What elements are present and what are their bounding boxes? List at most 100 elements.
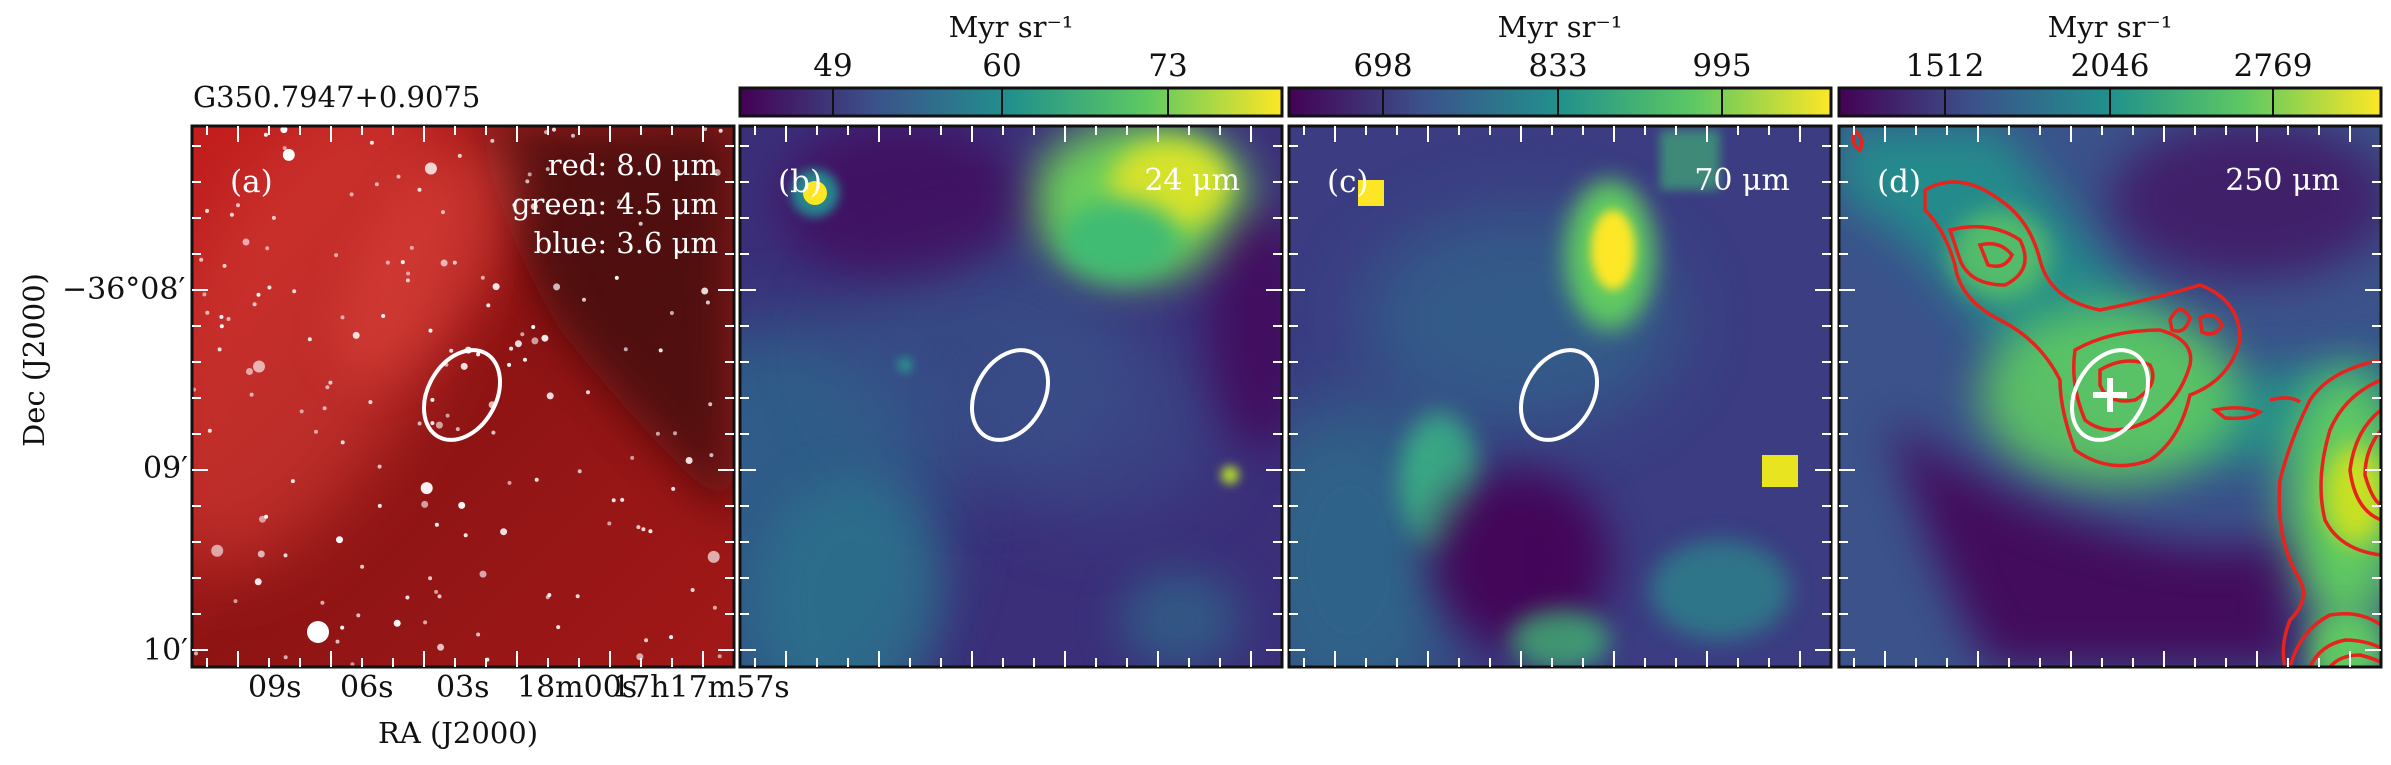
star-point xyxy=(607,521,612,526)
star-point xyxy=(712,605,717,610)
axis-ticks xyxy=(192,126,2381,667)
star-point xyxy=(717,654,722,659)
ellipse-b xyxy=(970,348,1050,442)
star-point xyxy=(396,174,401,179)
x-axis-label: RA (J2000) xyxy=(378,716,539,750)
star-point xyxy=(525,179,530,184)
star-point xyxy=(630,455,635,460)
star-point xyxy=(577,469,582,474)
star-point xyxy=(707,550,720,563)
star-point xyxy=(690,588,695,592)
star-point xyxy=(623,347,628,352)
y-tick-1: −36°08′ xyxy=(62,272,186,307)
panel-d-contours xyxy=(1851,126,2381,667)
star-point xyxy=(207,428,212,433)
star-point xyxy=(340,315,345,320)
star-point xyxy=(211,544,224,557)
star-point xyxy=(437,643,445,651)
wavelength-c: 70 μm xyxy=(1694,163,1790,198)
colorbar-tick-d-3: 2769 xyxy=(2233,48,2313,84)
star-point xyxy=(458,501,466,509)
colorbar-tick-c-2: 833 xyxy=(1528,48,1588,84)
star-point xyxy=(553,283,561,291)
colorbar-tick-b-2: 60 xyxy=(982,48,1022,84)
colorbar-title-b: Myr sr⁻¹ xyxy=(948,10,1074,44)
star-point xyxy=(335,639,340,644)
star-point xyxy=(369,140,374,145)
star-point xyxy=(265,246,270,251)
star-point xyxy=(671,486,676,491)
star-point xyxy=(428,576,433,581)
star-point xyxy=(405,595,410,600)
star-point xyxy=(701,287,709,295)
star-point xyxy=(314,429,318,434)
star-point xyxy=(409,245,414,250)
star-point xyxy=(430,397,435,402)
star-point xyxy=(709,453,714,458)
x-tick-5: 17h17m57s xyxy=(612,670,790,705)
star-point xyxy=(246,368,253,375)
star-point xyxy=(718,128,723,133)
star-point xyxy=(368,400,373,405)
panel-a-frame xyxy=(190,124,736,669)
star-point xyxy=(708,402,713,407)
star-point xyxy=(575,594,580,599)
star-point xyxy=(229,212,234,217)
star-point xyxy=(283,655,288,660)
star-point xyxy=(636,653,644,661)
star-point xyxy=(256,292,261,297)
panel-c-label: (c) xyxy=(1327,164,1369,200)
star-point xyxy=(356,613,361,618)
star-point xyxy=(434,522,439,527)
star-point xyxy=(219,314,224,319)
star-point xyxy=(222,263,227,268)
star-point xyxy=(452,260,457,265)
star-point xyxy=(292,289,297,294)
star-point xyxy=(523,357,527,362)
star-point xyxy=(644,638,649,643)
star-point xyxy=(423,620,428,625)
star-point xyxy=(385,260,390,265)
star-point xyxy=(546,392,554,400)
star-point xyxy=(393,619,401,627)
colorbar-title-c: Myr sr⁻¹ xyxy=(1497,10,1623,44)
x-tick-4: 18m00s xyxy=(517,670,638,705)
star-point xyxy=(334,253,339,258)
star-point xyxy=(280,126,288,134)
legend-red: red: 8.0 μm xyxy=(548,148,718,182)
ellipse-a xyxy=(422,348,502,442)
panel-b-label: (b) xyxy=(778,164,822,200)
star-point xyxy=(381,314,386,318)
star-point xyxy=(377,464,382,469)
star-point xyxy=(648,529,653,534)
star-point xyxy=(435,421,443,429)
star-point xyxy=(430,421,435,426)
star-point xyxy=(486,303,491,308)
star-point xyxy=(445,413,450,418)
star-point xyxy=(556,625,561,630)
colorbar-c xyxy=(1287,86,1833,118)
star-point xyxy=(421,500,429,508)
star-point xyxy=(233,599,238,604)
star-point xyxy=(534,477,539,482)
star-point xyxy=(492,283,500,291)
star-point xyxy=(205,310,210,315)
star-point xyxy=(713,169,721,176)
colorbar-d xyxy=(1837,86,2383,118)
star-point xyxy=(655,431,660,436)
colorbar-b xyxy=(738,86,1284,118)
star-point xyxy=(552,127,556,132)
star-point xyxy=(219,324,224,329)
star-point xyxy=(437,594,442,599)
y-tick-2: 09′ xyxy=(143,451,188,486)
star-point xyxy=(479,570,487,578)
star-point xyxy=(434,589,439,594)
star-point xyxy=(669,635,674,640)
star-point xyxy=(571,133,575,138)
star-point xyxy=(428,328,433,333)
star-point xyxy=(242,238,250,246)
star-point xyxy=(641,527,646,532)
star-point xyxy=(586,390,590,395)
colorbar-tick-d-1: 1512 xyxy=(1905,48,1985,84)
